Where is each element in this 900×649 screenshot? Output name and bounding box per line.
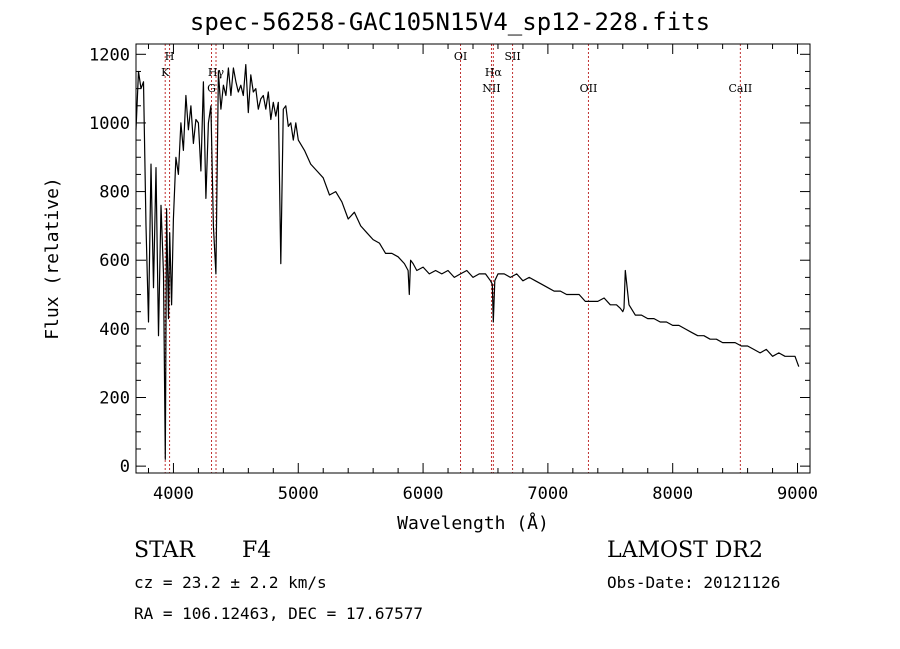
spectral-line-label: G <box>207 82 216 95</box>
axis-labels: 4000 5000 6000 7000 8000 9000 0 200 400 600 800 100… <box>42 45 818 534</box>
spectral-line-label: CaII <box>729 82 753 95</box>
spectral-line-label: OI <box>454 50 467 63</box>
y-tick-label: 400 <box>99 320 130 340</box>
spectral-line-label: H <box>165 50 175 63</box>
plot-frame <box>135 43 811 474</box>
spectral-line-label: Hα <box>485 66 503 79</box>
axis-ticks <box>136 44 810 473</box>
y-tick-label: 200 <box>99 388 130 408</box>
x-tick-label: 4000 <box>153 484 194 504</box>
y-tick-label: 600 <box>99 251 130 271</box>
spectral-line-label: OII <box>580 82 598 95</box>
x-tick-label: 8000 <box>652 484 693 504</box>
spectral-line-label: K <box>161 66 170 79</box>
x-axis-label: Wavelength (Å) <box>397 512 549 534</box>
object-class: F4 <box>242 538 272 563</box>
x-tick-label: 9000 <box>777 484 818 504</box>
y-tick-label: 800 <box>99 183 130 203</box>
spectrum-line <box>135 63 800 460</box>
chart-title: spec-56258-GAC105N15V4_sp12-228.fits <box>189 8 711 36</box>
y-tick-label: 0 <box>120 457 130 477</box>
ra-dec-coordinates: RA = 106.12463, DEC = 17.67577 <box>134 604 423 623</box>
y-axis-label: Flux (relative) <box>42 177 63 340</box>
x-tick-label: 6000 <box>403 484 444 504</box>
redshift-cz: cz = 23.2 ± 2.2 km/s <box>134 573 327 592</box>
spectral-line-label: SII <box>504 50 520 63</box>
observation-date: Obs-Date: 20121126 <box>607 573 781 592</box>
survey-name: LAMOST DR2 <box>607 538 763 563</box>
x-tick-label: 5000 <box>278 484 319 504</box>
spectral-line-label: NII <box>482 82 500 95</box>
spectrum-line-layer <box>135 63 800 460</box>
x-tick-label: 7000 <box>527 484 568 504</box>
spectral-line-label: Hγ <box>208 66 225 79</box>
y-tick-label: 1200 <box>89 45 130 65</box>
y-tick-label: 1000 <box>89 114 130 134</box>
object-type: STAR <box>134 538 195 563</box>
